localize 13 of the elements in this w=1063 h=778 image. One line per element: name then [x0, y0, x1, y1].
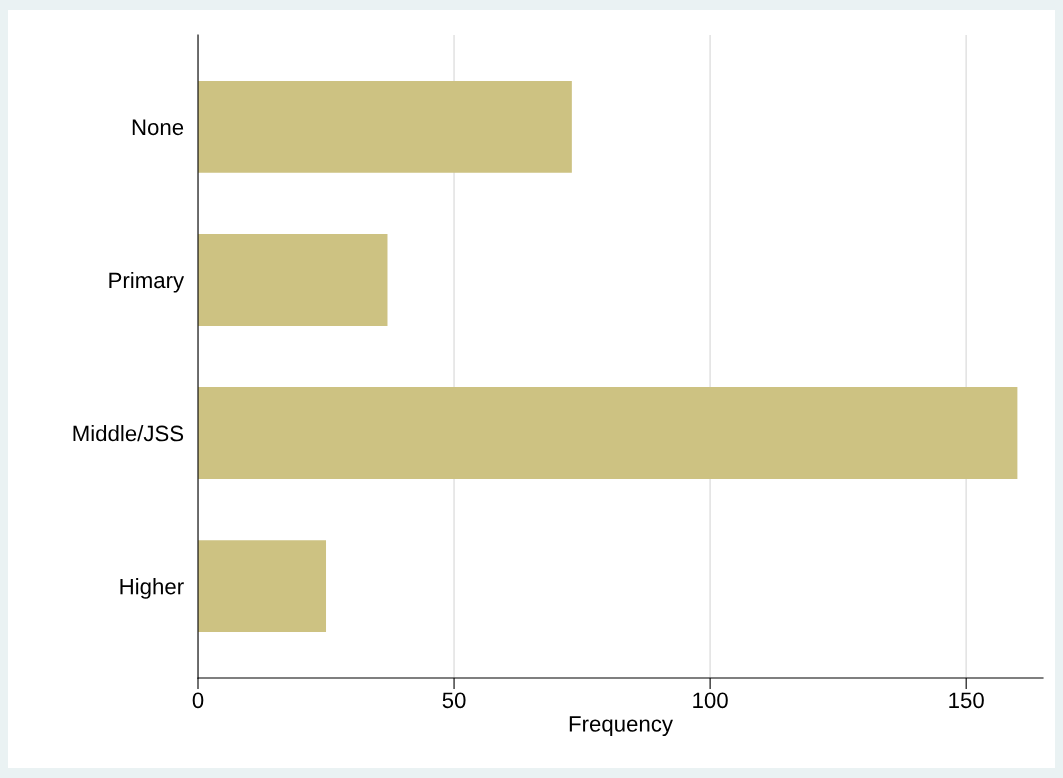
y-tick-label: None	[132, 119, 184, 136]
bar	[198, 80, 572, 173]
x-tick-label: 150	[949, 692, 984, 709]
y-tick-label: Higher	[120, 578, 184, 599]
bar	[198, 540, 327, 633]
x-tick-label: 100	[693, 692, 728, 709]
y-tick-label: Middle/JSS	[73, 425, 184, 442]
x-tick-label: 50	[442, 692, 466, 709]
x-tick-label: 0	[192, 692, 204, 709]
y-tick-label: Primary	[109, 271, 185, 293]
bar	[198, 387, 1018, 479]
x-axis-title: Frequency	[569, 716, 673, 737]
bar	[198, 234, 388, 326]
